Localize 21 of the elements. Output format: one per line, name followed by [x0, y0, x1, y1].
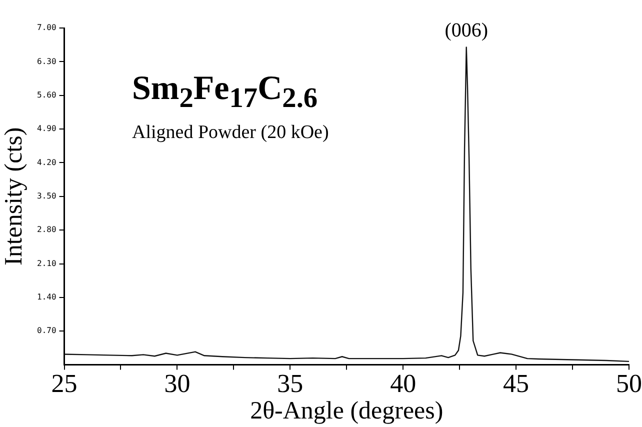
x-tick-label: 40 [390, 369, 416, 398]
y-tick-label: 4.20 [37, 158, 56, 167]
y-tick-label: 3.50 [37, 191, 56, 200]
y-tick-label: 5.60 [37, 90, 56, 100]
y-tick-label: 6.30 [37, 56, 56, 66]
x-tick-label: 50 [616, 369, 642, 398]
x-tick-label: 25 [51, 369, 78, 398]
text: Sm$_{2}$Fe$_{17}$C$_{2.6}$ [132, 70, 318, 115]
y-tick-label: 7.00 [37, 23, 56, 32]
y-tick-label: 4.90 [37, 124, 56, 134]
y-tick-label: 2.10 [37, 258, 56, 268]
x-tick-label: 30 [164, 369, 190, 398]
y-axis-title: Intensity (cts) [0, 127, 28, 266]
y-tick-label: 0.70 [37, 326, 56, 336]
x-axis-title: 2θ-Angle (degrees) [250, 398, 444, 425]
y-tick-label: 1.40 [37, 292, 56, 302]
text: Aligned Powder (20 kOe) [132, 122, 329, 144]
annotation: (006) [444, 19, 488, 42]
x-tick-label: 45 [503, 369, 530, 398]
y-tick-label: 2.80 [37, 225, 56, 234]
x-tick-label: 35 [277, 369, 304, 398]
